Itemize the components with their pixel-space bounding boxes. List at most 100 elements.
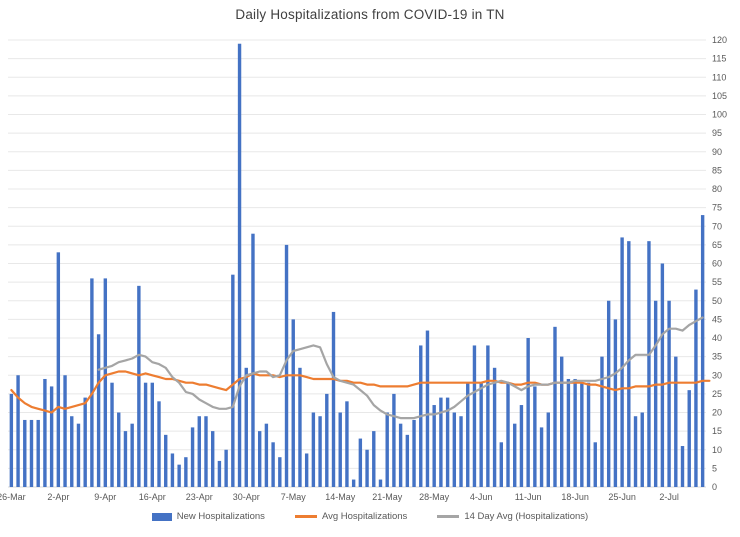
bar[interactable] (231, 274, 235, 487)
bar[interactable] (164, 434, 168, 487)
bar[interactable] (143, 382, 148, 487)
bar[interactable] (157, 401, 161, 487)
bar[interactable] (318, 416, 322, 487)
bar[interactable] (70, 416, 74, 487)
bar[interactable] (405, 434, 410, 487)
bar[interactable] (566, 378, 571, 487)
bar[interactable] (284, 244, 289, 487)
bar[interactable] (620, 237, 624, 487)
bar[interactable] (593, 442, 597, 487)
bar[interactable] (56, 252, 61, 487)
bar[interactable] (237, 43, 242, 487)
bar[interactable] (338, 412, 342, 488)
bar[interactable] (674, 356, 678, 487)
bar[interactable] (9, 393, 14, 487)
bar[interactable] (204, 416, 208, 487)
bar[interactable] (573, 378, 577, 487)
bar[interactable] (110, 382, 114, 487)
bar[interactable] (660, 263, 665, 488)
bar[interactable] (257, 431, 262, 487)
bar[interactable] (700, 215, 705, 487)
bar[interactable] (519, 405, 524, 487)
bar[interactable] (539, 427, 544, 487)
bar[interactable] (76, 423, 81, 487)
bar[interactable] (184, 457, 188, 487)
bar[interactable] (170, 453, 175, 487)
bar[interactable] (513, 423, 517, 487)
bar[interactable] (459, 416, 463, 487)
bar[interactable] (177, 464, 181, 487)
bar[interactable] (687, 390, 691, 487)
bar[interactable] (123, 431, 128, 487)
bar[interactable] (137, 285, 141, 487)
bar[interactable] (452, 412, 457, 488)
bar[interactable] (16, 375, 20, 487)
fourteen-day-avg-line[interactable] (97, 316, 704, 420)
bar[interactable] (63, 375, 67, 487)
bar[interactable] (586, 382, 591, 487)
bar[interactable] (486, 345, 490, 487)
bar[interactable] (694, 289, 698, 487)
bar[interactable] (398, 423, 403, 487)
bar[interactable] (553, 326, 557, 487)
legend-item-14-day-avg[interactable]: 14 Day Avg (Hospitalizations) (437, 511, 588, 522)
legend-item-new-hospitalizations[interactable]: New Hospitalizations (151, 511, 265, 522)
bar[interactable] (546, 412, 550, 488)
bar[interactable] (560, 356, 564, 487)
bar[interactable] (345, 401, 349, 487)
bar[interactable] (365, 449, 369, 487)
bar[interactable] (117, 412, 121, 488)
bar[interactable] (130, 423, 134, 487)
bar[interactable] (613, 319, 618, 487)
bar[interactable] (606, 300, 611, 487)
bar[interactable] (533, 386, 537, 487)
bar[interactable] (425, 330, 430, 487)
bar[interactable] (647, 241, 651, 487)
bar[interactable] (43, 378, 47, 487)
bar[interactable] (667, 300, 671, 487)
bar[interactable] (325, 393, 329, 487)
bar[interactable] (29, 419, 34, 487)
bar[interactable] (640, 412, 644, 488)
bar[interactable] (304, 453, 309, 487)
bar[interactable] (96, 334, 101, 487)
bar[interactable] (83, 397, 87, 487)
bar[interactable] (439, 397, 443, 487)
bar[interactable] (580, 382, 584, 487)
bar[interactable] (627, 241, 631, 487)
bar[interactable] (264, 423, 269, 487)
bar[interactable] (385, 412, 389, 488)
bar[interactable] (103, 278, 108, 487)
bar[interactable] (271, 442, 275, 487)
bar[interactable] (244, 367, 248, 487)
bar[interactable] (466, 382, 470, 487)
bar[interactable] (150, 382, 154, 487)
bar[interactable] (653, 300, 658, 487)
bar[interactable] (445, 397, 450, 487)
bar[interactable] (479, 382, 483, 487)
bar[interactable] (23, 419, 27, 487)
bar[interactable] (251, 233, 255, 487)
bar[interactable] (600, 356, 604, 487)
bar[interactable] (358, 438, 363, 487)
bar[interactable] (311, 412, 316, 488)
bar[interactable] (392, 393, 396, 487)
bar[interactable] (680, 446, 685, 487)
bar[interactable] (633, 416, 638, 487)
bar[interactable] (372, 431, 376, 487)
bar[interactable] (197, 416, 201, 487)
bar[interactable] (526, 338, 530, 487)
bar[interactable] (331, 311, 336, 487)
bar[interactable] (291, 319, 295, 487)
bar[interactable] (378, 479, 383, 487)
bar[interactable] (217, 460, 222, 487)
avg-line[interactable] (10, 370, 711, 414)
bar[interactable] (211, 431, 215, 487)
bar[interactable] (412, 419, 416, 487)
bar[interactable] (49, 386, 54, 487)
bar[interactable] (90, 278, 94, 487)
bar[interactable] (506, 382, 510, 487)
bar[interactable] (278, 457, 282, 487)
bar[interactable] (36, 419, 40, 487)
bar[interactable] (499, 442, 503, 487)
